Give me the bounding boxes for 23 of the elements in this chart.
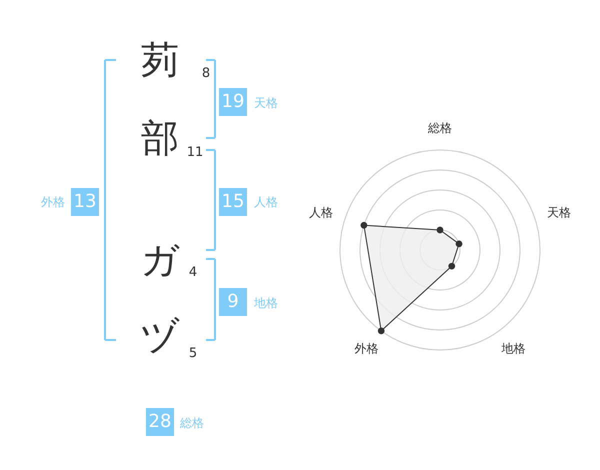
text: 28 [148, 411, 172, 432]
spoke-label: 外格 [354, 342, 379, 356]
text: 外格 [41, 195, 65, 209]
text: 総格 [179, 416, 204, 430]
text: 19 [222, 91, 244, 112]
text: 人格 [254, 195, 278, 209]
text: 天格 [254, 96, 278, 110]
text: 11 [186, 145, 204, 160]
text: 4 [188, 265, 198, 280]
category-label: 部 [141, 116, 179, 160]
text: 13 [74, 191, 96, 212]
category-label: 茢 [141, 38, 179, 82]
text: 5 [188, 346, 198, 361]
spoke-label: 地格 [500, 342, 526, 356]
spoke-label: 天格 [546, 205, 571, 220]
category-label: ヅ [140, 314, 180, 358]
text: 8 [202, 66, 210, 81]
text: 地格 [253, 296, 278, 310]
text: 9 [227, 291, 239, 312]
spoke-label: 総格 [427, 121, 452, 135]
spoke-label: 人格 [309, 205, 334, 220]
text: 15 [222, 191, 244, 212]
category-label: ガ [140, 238, 180, 282]
